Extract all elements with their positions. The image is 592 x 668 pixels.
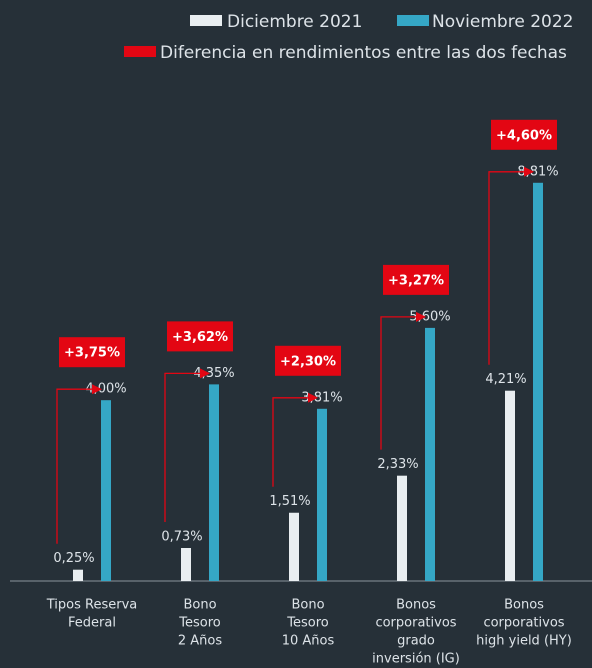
bar — [425, 327, 435, 581]
difference-arrow — [56, 388, 94, 544]
difference-box — [167, 321, 233, 352]
x-tick-label: Tipos Reserva — [46, 598, 138, 613]
arrow-head — [200, 368, 210, 379]
value-label: 1,51% — [269, 494, 310, 509]
value-label: 4,21% — [485, 372, 526, 387]
x-tick-label: Tesoro — [286, 616, 329, 631]
arrow-head — [308, 392, 318, 403]
x-tick-label: Bonos — [396, 598, 436, 613]
legend-label: Diciembre 2021 — [227, 12, 362, 32]
value-label: 0,73% — [161, 530, 202, 545]
difference-label: +3,75% — [64, 346, 120, 361]
legend-label: Diferencia en rendimientos entre las dos… — [160, 43, 567, 63]
x-tick-label: Bono — [183, 598, 216, 613]
arrow-head — [524, 166, 534, 177]
x-tick-label: corporativos — [483, 616, 564, 631]
difference-arrow — [488, 171, 526, 365]
bar — [101, 400, 111, 581]
difference-label: +3,62% — [172, 330, 228, 345]
x-tick-label: 2 Años — [178, 634, 222, 649]
value-label: 8,81% — [517, 164, 558, 179]
difference-label: +2,30% — [280, 354, 336, 369]
bar — [181, 548, 191, 581]
value-label: 5,60% — [409, 309, 450, 324]
bar — [289, 512, 299, 581]
value-label: 2,33% — [377, 457, 418, 472]
x-tick-label: inversión (IG) — [372, 652, 460, 667]
value-label: 4,35% — [193, 366, 234, 381]
difference-arrow — [272, 397, 310, 487]
value-label: 0,25% — [53, 551, 94, 566]
bar — [533, 182, 543, 581]
difference-label: +3,27% — [388, 273, 444, 288]
x-tick-label: corporativos — [375, 616, 456, 631]
bar — [73, 569, 83, 581]
legend-swatch — [190, 15, 222, 26]
x-tick-label: Bonos — [504, 598, 544, 613]
difference-box — [383, 264, 449, 295]
x-tick-label: grado — [397, 634, 435, 649]
bar — [209, 384, 219, 581]
arrow-head — [416, 311, 426, 322]
legend-label: Noviembre 2022 — [432, 12, 573, 32]
difference-box — [491, 119, 557, 150]
legend-swatch — [124, 46, 156, 57]
x-tick-label: Federal — [68, 616, 116, 631]
bar — [317, 408, 327, 581]
difference-arrow — [380, 316, 418, 450]
bar — [397, 475, 407, 581]
x-tick-label: 10 Años — [282, 634, 335, 649]
arrow-head — [92, 384, 102, 395]
difference-label: +4,60% — [496, 128, 552, 143]
value-label: 4,00% — [85, 382, 126, 397]
x-tick-label: Tesoro — [178, 616, 221, 631]
difference-box — [59, 337, 125, 368]
bar — [505, 390, 515, 581]
difference-arrow — [164, 372, 202, 523]
difference-box — [275, 345, 341, 376]
x-tick-label: Bono — [291, 598, 324, 613]
value-label: 3,81% — [301, 390, 342, 405]
x-tick-label: high yield (HY) — [476, 634, 572, 649]
legend-swatch — [397, 15, 429, 26]
